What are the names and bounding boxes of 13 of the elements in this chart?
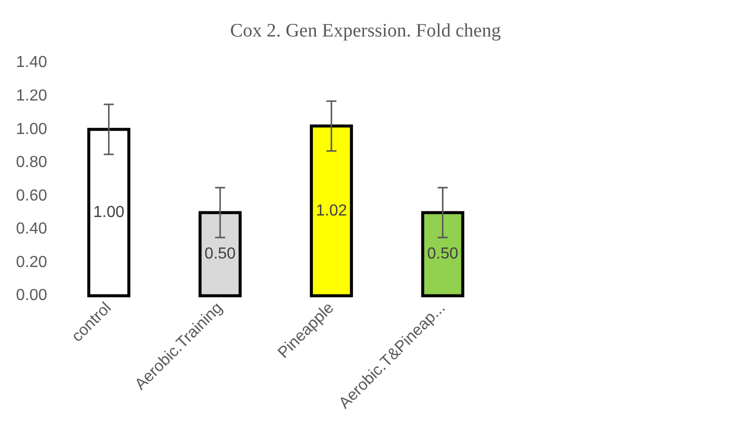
y-tick-label: 1.40 [16, 54, 48, 72]
y-tick-label: 1.00 [16, 120, 48, 138]
y-tick-label: 0.60 [16, 187, 48, 204]
y-tick-label: 0.00 [16, 287, 48, 304]
y-tick-label: 1.20 [16, 87, 48, 104]
y-tick-label: 0.40 [16, 220, 48, 238]
y-tick-label: 0.20 [16, 254, 48, 271]
chart-title: Cox 2. Gen Experssion. Fold cheng [230, 20, 502, 42]
data-label: 1.00 [93, 204, 124, 221]
data-label: 1.02 [316, 202, 348, 220]
data-label: 0.50 [427, 246, 458, 263]
y-tick-label: 0.80 [16, 154, 48, 172]
data-label: 0.50 [204, 246, 236, 263]
